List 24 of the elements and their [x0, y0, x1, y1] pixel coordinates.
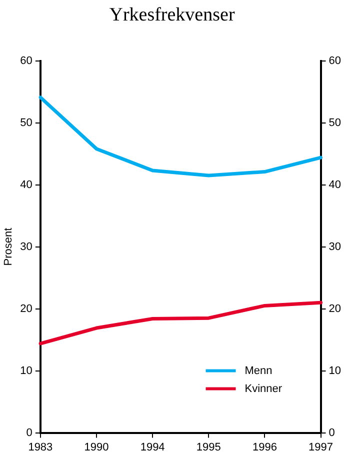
chart-title: Yrkesfrekvenser: [109, 4, 236, 26]
y2-tick-label: 40: [328, 178, 342, 191]
y-tick-label: 30: [20, 240, 32, 253]
y2-tick-label: 60: [328, 54, 342, 67]
y2-tick-label: 30: [328, 240, 342, 253]
x-tick-label: 1994: [140, 441, 165, 454]
y2-tick-label: 10: [328, 364, 342, 377]
legend-label: Menn: [244, 364, 272, 377]
x-tick-label: 1996: [252, 441, 277, 454]
x-tick-label: 1983: [28, 441, 53, 454]
y2-tick-label: 50: [328, 116, 342, 129]
y-tick-label: 0: [26, 426, 32, 439]
y-tick-label: 50: [20, 116, 32, 129]
legend-label: Kvinner: [244, 382, 282, 395]
y2-tick-label: 20: [328, 302, 342, 315]
y-tick-label: 20: [20, 302, 32, 315]
x-tick-label: 1995: [196, 441, 221, 454]
x-tick-label: 1990: [84, 441, 109, 454]
y-axis-title: Prosent: [2, 228, 15, 266]
y-tick-label: 60: [20, 54, 32, 67]
y-tick-label: 10: [20, 364, 32, 377]
y2-tick-label: 0: [328, 426, 335, 439]
x-tick-label: 1997: [308, 441, 334, 454]
y-tick-label: 40: [20, 178, 32, 191]
